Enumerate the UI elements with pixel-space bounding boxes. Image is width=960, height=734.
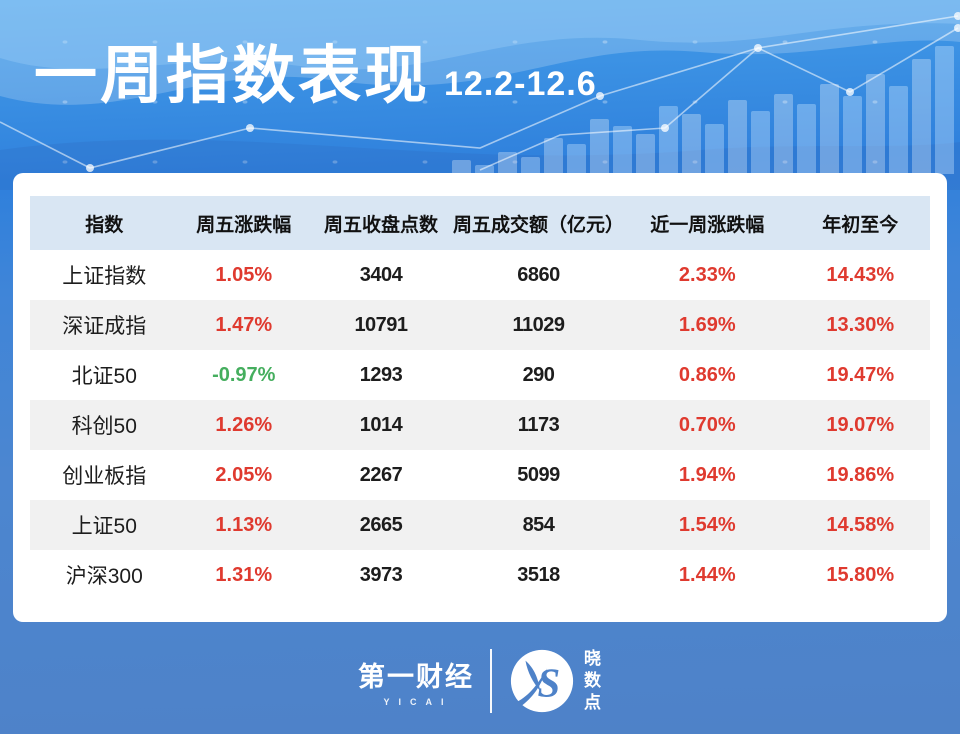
index-name: 沪深300 — [65, 565, 143, 588]
xiaoshudian-logo-icon: S — [510, 649, 574, 713]
ytd-change: 19.86% — [826, 463, 895, 486]
table-header-row: 指数 周五涨跌幅 周五收盘点数 周五成交额（亿元） 近一周涨跌幅 年初至今 — [30, 196, 930, 250]
ytd-change: 19.47% — [826, 363, 895, 386]
week-change: 1.44% — [678, 563, 736, 586]
ytd-change: 13.30% — [826, 313, 895, 336]
fri-close: 3404 — [359, 263, 403, 286]
page-title-group: 一周指数表现 12.2-12.6 — [34, 41, 597, 111]
fri-volume: 1173 — [517, 413, 560, 436]
week-change: 0.70% — [678, 413, 736, 436]
table-row: 上证50 1.13% 2665 854 1.54% 14.58% — [30, 500, 930, 550]
fri-close: 2267 — [359, 463, 403, 486]
col-header-fri-close: 周五收盘点数 — [323, 214, 438, 236]
col-header-fri-volume: 周五成交额（亿元） — [453, 214, 625, 236]
fri-change: 1.05% — [215, 263, 273, 286]
xiaoshudian-brand: S 晓 数 点 — [508, 647, 602, 715]
ytd-change: 15.80% — [826, 563, 895, 586]
brand-char: 点 — [584, 693, 602, 712]
fri-close: 1293 — [359, 363, 403, 386]
table-row: 沪深300 1.31% 3973 3518 1.44% 15.80% — [30, 550, 930, 600]
table-row: 创业板指 2.05% 2267 5099 1.94% 19.86% — [30, 450, 930, 500]
fri-close: 2665 — [359, 513, 403, 536]
fri-volume: 5099 — [517, 463, 560, 486]
index-name: 上证指数 — [62, 265, 147, 288]
fri-change: 1.13% — [215, 513, 273, 536]
brand-char: 数 — [584, 671, 602, 690]
fri-change: 2.05% — [215, 463, 273, 486]
fri-close: 10791 — [354, 313, 408, 336]
index-name: 科创50 — [71, 415, 137, 438]
fri-volume: 6860 — [517, 263, 560, 286]
table-row: 科创50 1.26% 1014 1173 0.70% 19.07% — [30, 400, 930, 450]
col-header-fri-change: 周五涨跌幅 — [196, 214, 292, 236]
svg-text:S: S — [537, 661, 560, 706]
yicai-logo-text: 第一财经 — [358, 662, 474, 692]
fri-volume: 854 — [522, 513, 555, 536]
fri-change: 1.31% — [215, 563, 273, 586]
yicai-logo-latin: YICAI — [383, 697, 453, 707]
index-name: 深证成指 — [62, 315, 147, 338]
week-change: 1.54% — [678, 513, 736, 536]
index-name: 上证50 — [71, 515, 137, 538]
col-header-ytd: 年初至今 — [822, 214, 899, 236]
week-change: 0.86% — [678, 363, 736, 386]
fri-volume: 290 — [522, 363, 555, 386]
fri-close: 1014 — [359, 413, 403, 436]
fri-volume: 11029 — [512, 313, 565, 336]
date-range: 12.2-12.6 — [444, 65, 597, 104]
fri-close: 3973 — [359, 563, 403, 586]
yicai-logo: 第一财经 YICAI — [358, 655, 474, 707]
week-change: 1.94% — [678, 463, 736, 486]
footer-divider — [490, 649, 492, 713]
footer-brand-strip: 第一财经 YICAI S 晓 数 点 — [0, 638, 960, 724]
fri-change: 1.26% — [215, 413, 273, 436]
fri-volume: 3518 — [517, 563, 560, 586]
table-row: 深证成指 1.47% 10791 11029 1.69% 13.30% — [30, 300, 930, 350]
ytd-change: 14.58% — [826, 513, 895, 536]
xiaoshudian-name: 晓 数 点 — [584, 648, 602, 714]
ytd-change: 14.43% — [826, 263, 895, 286]
page-title: 一周指数表现 — [34, 41, 430, 111]
fri-change: 1.47% — [215, 313, 273, 336]
week-change: 1.69% — [678, 313, 736, 336]
col-header-week-change: 近一周涨跌幅 — [650, 214, 765, 236]
table-row: 上证指数 1.05% 3404 6860 2.33% 14.43% — [30, 250, 930, 300]
index-name: 创业板指 — [62, 465, 147, 488]
fri-change: -0.97% — [212, 363, 276, 386]
index-name: 北证50 — [71, 365, 137, 388]
brand-char: 晓 — [584, 649, 602, 668]
col-header-index: 指数 — [85, 214, 124, 236]
index-table-card: 指数 周五涨跌幅 周五收盘点数 周五成交额（亿元） 近一周涨跌幅 年初至今 上证… — [13, 173, 947, 622]
table-row: 北证50 -0.97% 1293 290 0.86% 19.47% — [30, 350, 930, 400]
ytd-change: 19.07% — [826, 413, 895, 436]
week-change: 2.33% — [678, 263, 736, 286]
